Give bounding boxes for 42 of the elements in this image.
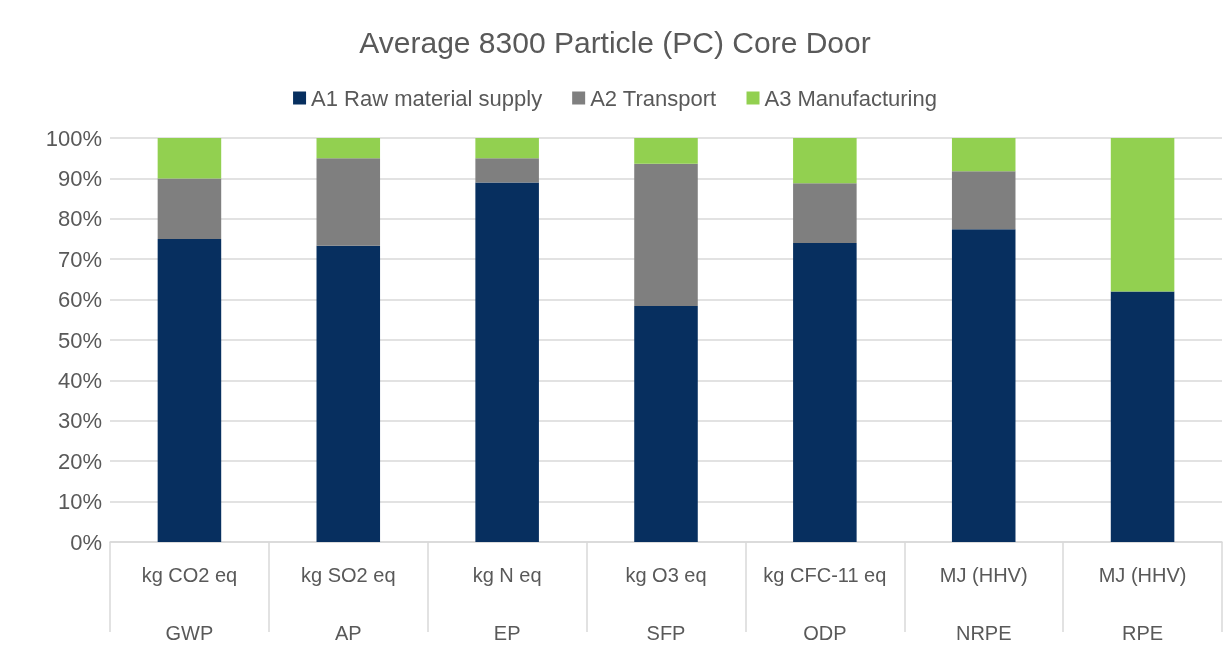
bar <box>793 243 857 542</box>
y-tick-label: 80% <box>57 206 102 232</box>
bar <box>475 158 539 183</box>
category-label: kg O3 eq SFP <box>625 564 707 644</box>
y-tick-label: 20% <box>57 448 102 474</box>
bar <box>1110 291 1175 542</box>
category-label: kg SO2 eq AP <box>301 564 396 644</box>
bar <box>951 229 1016 542</box>
category-label: MJ (HHV) RPE <box>1098 564 1187 644</box>
bar <box>634 163 698 307</box>
category-label: kg N eq EP <box>472 564 542 644</box>
bar <box>316 245 381 542</box>
y-tick-label: 30% <box>57 408 102 434</box>
bar <box>634 306 698 542</box>
y-tick-label: 100% <box>45 125 102 151</box>
bar <box>951 171 1016 230</box>
bar <box>634 138 698 164</box>
legend-label: A3 Manufacturing <box>764 85 937 111</box>
bar <box>793 138 857 184</box>
y-tick-label: 90% <box>57 165 102 191</box>
legend-label: A2 Transport <box>590 85 717 111</box>
bar <box>951 138 1016 172</box>
y-tick-label: 60% <box>57 287 102 313</box>
y-tick-label: 50% <box>57 327 102 353</box>
bar <box>1110 138 1175 292</box>
y-tick-label: 0% <box>70 529 102 555</box>
chart-title: Average 8300 Particle (PC) Core Door <box>359 25 871 59</box>
category-label: kg CO2 eq GWP <box>141 564 238 644</box>
bar <box>316 158 381 246</box>
y-tick-label: 10% <box>57 489 102 515</box>
bar <box>475 182 539 542</box>
category-label: kg CFC-11 eq ODP <box>763 564 887 644</box>
bar <box>475 138 539 159</box>
category-label: MJ (HHV) NRPE <box>939 564 1028 644</box>
bar <box>793 183 857 244</box>
bar <box>157 239 222 542</box>
bar <box>157 138 222 179</box>
legend-label: A1 Raw material supply <box>311 85 543 111</box>
bar <box>157 178 222 239</box>
bar <box>316 138 381 159</box>
y-tick-label: 40% <box>57 367 102 393</box>
y-tick-label: 70% <box>57 246 102 272</box>
